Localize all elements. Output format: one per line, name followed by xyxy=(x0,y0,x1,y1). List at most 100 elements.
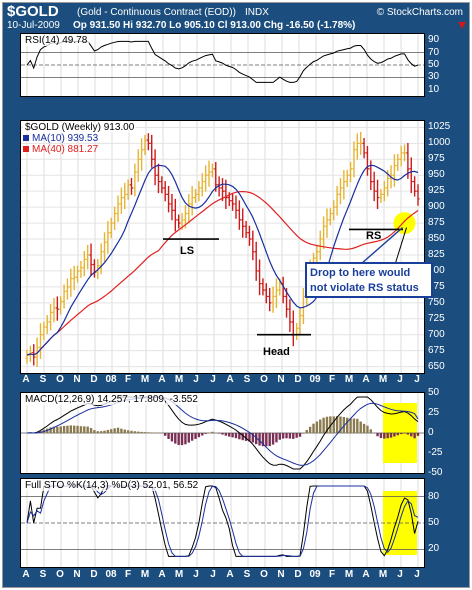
down-triangle-icon xyxy=(458,22,466,29)
x-tick-label: O xyxy=(260,569,268,580)
y-tick-label: 50 xyxy=(428,387,440,398)
macd-histogram-bar xyxy=(342,416,346,433)
x-tick-label: M xyxy=(174,374,184,385)
ma10-swatch xyxy=(23,135,29,142)
y-tick-label: 775 xyxy=(428,280,445,292)
macd-histogram-bar xyxy=(180,433,184,446)
macd-histogram-bar xyxy=(99,431,103,433)
macd-title: MACD(12,26,9) 14.257, 17.809, -3.552 xyxy=(23,394,200,405)
head-label: Head xyxy=(263,346,290,358)
y-tick-label: -50 xyxy=(428,467,443,478)
macd-histogram-bar xyxy=(110,429,113,433)
macd-histogram-bar xyxy=(147,432,150,433)
macd-histogram-bar xyxy=(329,416,332,433)
y-tick-label: 90 xyxy=(428,34,440,46)
macd-histogram-bar xyxy=(383,433,386,439)
x-tick-label: A xyxy=(226,569,234,580)
callout-line-1: Drop to here would xyxy=(310,267,411,279)
x-tick-label: D xyxy=(90,374,98,385)
macd-histogram-bar xyxy=(393,433,396,437)
macd-histogram-bar xyxy=(376,433,379,437)
x-tick-label: A xyxy=(22,569,30,580)
x-tick-label: F xyxy=(124,374,132,385)
macd-histogram-bar xyxy=(396,433,399,436)
x-tick-label: A xyxy=(158,374,166,385)
macd-histogram-bar xyxy=(86,426,89,433)
macd-histogram-bar xyxy=(322,417,325,433)
quote-date: 10-Jul-2009 xyxy=(7,20,60,31)
x-tick-label: J xyxy=(210,569,216,580)
macd-histogram-bar xyxy=(244,433,248,441)
macd-histogram-bar xyxy=(174,433,177,444)
y-tick-label: 975 xyxy=(428,153,445,165)
x-tick-label: J xyxy=(193,569,199,580)
x-tick-label: O xyxy=(56,569,64,580)
macd-histogram-bar xyxy=(335,416,339,433)
macd-histogram-bar xyxy=(413,433,416,439)
x-tick-label: S xyxy=(243,569,251,580)
x-tick-label: 09 xyxy=(309,374,321,385)
sto-title: Full STO %K(14,3) %D(3) 52.01, 56.52 xyxy=(23,480,201,491)
macd-histogram-bar xyxy=(120,428,123,433)
brand-label: © StockCharts.com xyxy=(376,7,463,18)
macd-histogram-bar xyxy=(265,433,268,447)
x-tick-label: J xyxy=(193,374,199,385)
macd-histogram-bar xyxy=(362,423,366,433)
macd-histogram-bar xyxy=(123,429,126,433)
y-tick-label: 725 xyxy=(428,312,445,324)
macd-histogram-bar xyxy=(295,433,298,438)
macd-histogram-bar xyxy=(359,421,362,433)
y-tick-label: 0 xyxy=(428,427,434,438)
macd-histogram-bar xyxy=(308,426,312,433)
y-tick-label: 650 xyxy=(428,360,445,372)
macd-histogram-bar xyxy=(288,433,292,439)
macd-histogram-bar xyxy=(278,433,282,440)
macd-histogram-bar xyxy=(379,433,383,439)
macd-histogram-bar xyxy=(190,433,194,441)
y-tick-label: -25 xyxy=(428,447,443,458)
macd-histogram-bar xyxy=(319,419,322,433)
x-tick-label: S xyxy=(39,569,47,580)
legend-ma40-label: MA(40) 881.27 xyxy=(32,144,99,155)
x-tick-label: N xyxy=(73,374,81,385)
x-tick-label: D xyxy=(294,374,302,385)
macd-histogram-bar xyxy=(140,431,143,433)
y-tick-label: 850 xyxy=(428,233,445,245)
macd-histogram-bar xyxy=(56,426,59,433)
x-tick-label: 09 xyxy=(309,569,321,580)
y-tick-label: 1000 xyxy=(428,137,451,149)
quote-summary: Op 931.50 Hi 932.70 Lo 905.10 Cl 913.00 … xyxy=(73,20,356,31)
legend-ma10-label: MA(10) 939.53 xyxy=(32,133,99,144)
y-tick-label: 20 xyxy=(428,543,440,555)
ma40-swatch xyxy=(23,146,29,153)
macd-histogram-bar xyxy=(410,433,413,437)
highlight-circle xyxy=(393,212,416,235)
macd-histogram-bar xyxy=(386,433,389,439)
x-tick-label: J xyxy=(397,374,403,385)
y-tick-label: 875 xyxy=(428,217,445,229)
macd-histogram-bar xyxy=(389,433,393,438)
x-tick-label: A xyxy=(22,374,30,385)
macd-histogram-bar xyxy=(234,433,238,439)
macd-histogram-bar xyxy=(406,433,410,435)
x-tick-label: D xyxy=(294,569,302,580)
x-tick-label: S xyxy=(243,374,251,385)
callout-box: Drop to here would not violate RS status xyxy=(305,262,433,298)
y-tick-label: 900 xyxy=(428,201,445,213)
macd-histogram-bar xyxy=(369,429,373,433)
macd-histogram-bar xyxy=(332,416,335,433)
macd-histogram-bar xyxy=(66,425,69,433)
sto-panel: Full STO %K(14,3) %D(3) 52.01, 56.52 xyxy=(20,478,425,568)
x-tick-label: A xyxy=(362,374,370,385)
macd-panel: MACD(12,26,9) 14.257, 17.809, -3.552 xyxy=(20,392,425,474)
x-tick-label: S xyxy=(39,374,47,385)
price-plot xyxy=(21,121,424,373)
y-tick-label: 70 xyxy=(428,46,440,58)
macd-histogram-bar xyxy=(248,433,251,442)
x-tick-label: M xyxy=(344,569,354,580)
macd-histogram-bar xyxy=(241,433,244,441)
macd-histogram-bar xyxy=(204,433,207,434)
macd-histogram-bar xyxy=(399,433,403,435)
y-tick-label: 10 xyxy=(428,83,440,95)
macd-histogram-bar xyxy=(305,430,308,433)
